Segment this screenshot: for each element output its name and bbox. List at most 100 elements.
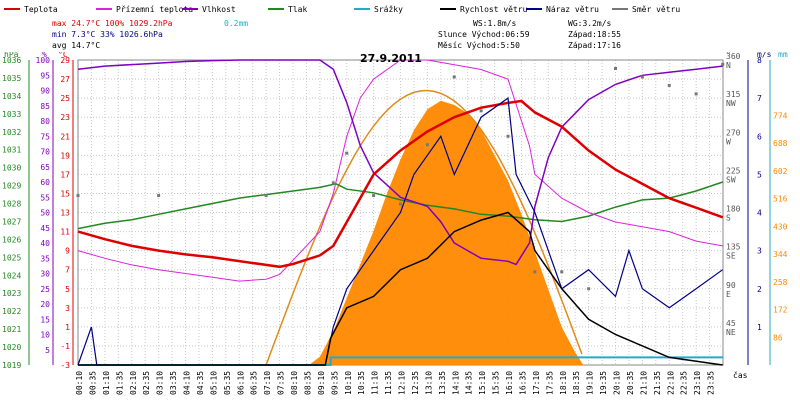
dir-tick-label: 180 — [726, 205, 741, 214]
pct-tick-label: 70 — [40, 148, 50, 157]
time-tick-label: 21:35 — [653, 371, 662, 395]
degc-tick-label: -3 — [60, 361, 70, 370]
pct-tick-label: 60 — [40, 178, 50, 187]
time-tick-label: 19:35 — [599, 371, 608, 395]
time-tick-label: 14:10 — [451, 371, 460, 395]
wind-direction-point — [399, 202, 402, 206]
ground-temperature-series — [77, 59, 723, 282]
temperature-series — [77, 99, 724, 269]
pct-tick-label: 50 — [40, 209, 50, 218]
ms-tick-label: 4 — [757, 209, 762, 218]
legend-label: Rychlost větru — [460, 5, 528, 14]
dir-name-label: NW — [726, 99, 736, 108]
pct-tick-label: 45 — [40, 224, 50, 233]
hpa-tick-label: 1019 — [2, 361, 21, 370]
degc-axis-unit: °C — [58, 50, 68, 59]
mm-tick-label: 516 — [773, 195, 788, 204]
time-tick-label: 07:35 — [277, 371, 286, 395]
time-tick-label: 20:35 — [626, 371, 635, 395]
hpa-axis-unit: hPa — [4, 50, 19, 59]
pct-tick-label: 5 — [45, 346, 50, 355]
chart-title: 27.9.2011 — [360, 52, 422, 65]
ms-tick-label: 7 — [757, 94, 762, 103]
stats-min: min 7.3°C 33% 1026.6hPa — [52, 30, 163, 39]
legend-label: Směr větru — [632, 5, 680, 14]
legend-label: Srážky — [374, 5, 403, 14]
pct-tick-label: 30 — [40, 270, 50, 279]
dir-tick-label: 90 — [726, 281, 736, 290]
dir-tick-label: 225 — [726, 166, 741, 175]
time-tick-label: 23:35 — [707, 371, 716, 395]
wind-direction-point — [721, 62, 725, 66]
time-tick-label: 08:10 — [290, 371, 299, 395]
time-tick-label: 18:10 — [559, 371, 568, 395]
time-tick-label: 07:10 — [263, 371, 272, 395]
time-tick-label: 08:35 — [303, 371, 312, 395]
hpa-tick-label: 1031 — [2, 146, 21, 155]
time-tick-label: 00:10 — [75, 371, 84, 395]
wind-gust-series — [77, 97, 724, 366]
degc-tick-label: 23 — [60, 113, 70, 122]
hpa-tick-label: 1025 — [2, 253, 21, 262]
time-tick-label: 09:10 — [317, 371, 326, 395]
degc-tick-label: -1 — [60, 342, 70, 351]
stats-avg: avg 14.7°C — [52, 41, 100, 50]
wind-direction-point — [452, 75, 456, 79]
degc-tick-label: 21 — [60, 132, 70, 141]
pct-tick-label: 100 — [36, 56, 51, 65]
time-tick-label: 00:35 — [88, 371, 97, 395]
legend-label: Přízemní teplota — [116, 5, 193, 14]
wind-direction-point — [425, 143, 429, 147]
wind-speed-series — [78, 211, 723, 366]
time-tick-label: 06:10 — [236, 371, 245, 395]
degc-tick-label: 5 — [65, 285, 70, 294]
time-tick-label: 04:35 — [196, 371, 205, 395]
ms-tick-label: 8 — [757, 56, 762, 65]
hpa-tick-label: 1034 — [2, 92, 21, 101]
time-tick-label: 12:35 — [411, 371, 420, 395]
time-tick-label: 03:35 — [169, 371, 178, 395]
time-tick-label: 05:10 — [209, 371, 218, 395]
wind-direction-point — [587, 287, 591, 291]
pct-tick-label: 15 — [40, 315, 50, 324]
time-tick-label: 20:10 — [613, 371, 622, 395]
header: Teplota Přízemní teplota Vlhkost Tlak Srážky… — [0, 0, 800, 65]
legend-label: Náraz větru — [546, 5, 599, 14]
time-tick-label: 01:10 — [102, 371, 111, 395]
x-axis-label: čas — [733, 370, 748, 380]
wind-direction-point — [667, 83, 671, 87]
wind-gust-info: WG:3.2m/s — [568, 19, 612, 28]
ms-tick-label: 6 — [757, 132, 762, 141]
hpa-tick-label: 1035 — [2, 74, 21, 83]
time-tick-label: 22:35 — [680, 371, 689, 395]
dir-tick-label: 360 — [726, 52, 741, 61]
time-tick-label: 17:35 — [545, 371, 554, 395]
dir-name-label: N — [726, 61, 731, 70]
pct-tick-label: 85 — [40, 102, 50, 111]
time-tick-label: 14:35 — [465, 371, 474, 395]
time-tick-label: 21:10 — [639, 371, 648, 395]
ms-tick-label: 3 — [757, 247, 762, 256]
sun-radiation-area — [309, 100, 584, 366]
moonrise-info: Měsíc Východ:5:50 — [438, 41, 520, 50]
dir-tick-label: 315 — [726, 90, 741, 99]
sunrise-info: Slunce Východ:06:59 — [438, 30, 530, 39]
pct-tick-label: 55 — [40, 193, 50, 202]
hpa-tick-label: 1024 — [2, 271, 21, 280]
plot-area — [76, 59, 725, 366]
mm-tick-label: 258 — [773, 278, 788, 287]
pct-tick-label: 40 — [40, 239, 50, 248]
hpa-tick-label: 1023 — [2, 289, 21, 298]
axes: hPa% °C1036103510341033103210311030102910… — [2, 50, 788, 395]
degc-tick-label: 25 — [60, 94, 70, 103]
time-tick-label: 18:35 — [572, 371, 581, 395]
pct-tick-label: 90 — [40, 87, 50, 96]
sun-theoretical-curve — [265, 89, 583, 366]
time-tick-label: 03:10 — [156, 371, 165, 395]
time-tick-label: 11:35 — [384, 371, 393, 395]
pressure-series — [77, 181, 723, 230]
hpa-tick-label: 1021 — [2, 325, 21, 334]
mm-tick-label: 688 — [773, 139, 788, 148]
wind-speed-info: WS:1.8m/s — [473, 19, 517, 28]
